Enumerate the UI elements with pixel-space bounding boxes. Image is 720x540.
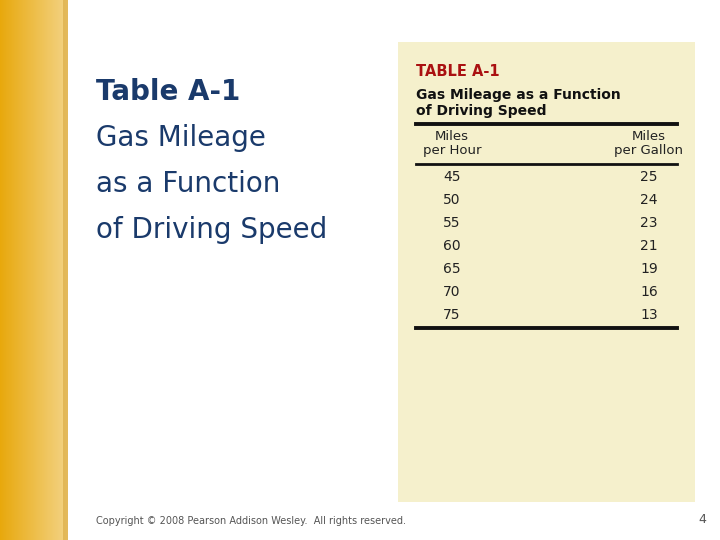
Text: 4: 4 bbox=[698, 513, 706, 526]
Text: Copyright © 2008 Pearson Addison Wesley.  All rights reserved.: Copyright © 2008 Pearson Addison Wesley.… bbox=[96, 516, 406, 526]
Text: 75: 75 bbox=[444, 308, 461, 322]
Text: 21: 21 bbox=[640, 239, 658, 253]
Text: 13: 13 bbox=[640, 308, 658, 322]
Bar bbox=[63, 0, 68, 540]
Text: as a Function: as a Function bbox=[96, 170, 280, 198]
Text: 24: 24 bbox=[640, 193, 658, 207]
Text: 55: 55 bbox=[444, 216, 461, 230]
Text: 19: 19 bbox=[640, 262, 658, 276]
Bar bbox=[398, 42, 695, 502]
Text: of Driving Speed: of Driving Speed bbox=[96, 216, 328, 244]
Text: of Driving Speed: of Driving Speed bbox=[416, 104, 546, 118]
Text: 25: 25 bbox=[640, 170, 658, 184]
Text: Miles: Miles bbox=[632, 130, 666, 143]
Text: per Hour: per Hour bbox=[423, 144, 481, 157]
Text: 16: 16 bbox=[640, 285, 658, 299]
Text: 65: 65 bbox=[444, 262, 461, 276]
Text: TABLE A-1: TABLE A-1 bbox=[416, 64, 500, 79]
Text: 70: 70 bbox=[444, 285, 461, 299]
Text: 23: 23 bbox=[640, 216, 658, 230]
Text: Gas Mileage: Gas Mileage bbox=[96, 124, 266, 152]
Text: 60: 60 bbox=[444, 239, 461, 253]
Text: 50: 50 bbox=[444, 193, 461, 207]
Text: Table A-1: Table A-1 bbox=[96, 78, 240, 106]
Text: Gas Mileage as a Function: Gas Mileage as a Function bbox=[416, 88, 621, 102]
Text: Miles: Miles bbox=[435, 130, 469, 143]
Text: 45: 45 bbox=[444, 170, 461, 184]
Text: per Gallon: per Gallon bbox=[614, 144, 683, 157]
